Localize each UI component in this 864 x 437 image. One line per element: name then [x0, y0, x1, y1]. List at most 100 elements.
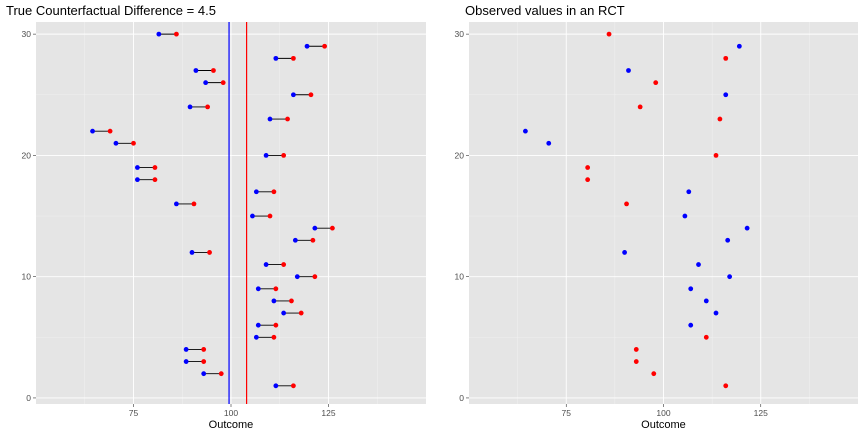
control-point — [253, 189, 259, 195]
treated-point — [633, 359, 639, 364]
control-point — [723, 92, 729, 98]
x-tick-label: 100 — [224, 408, 238, 418]
control-point — [267, 116, 273, 122]
control-point — [736, 43, 742, 49]
treated-point — [322, 43, 327, 49]
treated-point — [713, 152, 719, 158]
treated-point — [191, 201, 197, 207]
treated-point — [152, 165, 158, 170]
x-tick-label: 100 — [656, 408, 670, 418]
control-point — [682, 213, 688, 219]
treated-point — [291, 383, 296, 389]
treated-point — [267, 213, 273, 219]
treated-point — [585, 177, 591, 183]
control-point — [294, 274, 300, 280]
control-point — [725, 237, 731, 243]
treated-point — [310, 237, 316, 243]
control-point — [187, 104, 193, 110]
control-point — [273, 55, 279, 61]
treated-point — [703, 334, 709, 340]
treated-point — [723, 383, 729, 389]
treated-point — [585, 165, 591, 170]
treated-point — [201, 359, 207, 364]
treated-point — [207, 250, 212, 255]
control-point — [273, 383, 279, 389]
x-axis-title: Outcome — [209, 419, 254, 431]
treated-point — [308, 92, 314, 98]
treated-point — [330, 225, 335, 231]
treated-point — [653, 80, 659, 86]
x-tick-label: 125 — [754, 408, 768, 418]
x-tick-label: 75 — [129, 408, 139, 418]
y-tick-label: 0 — [459, 393, 464, 403]
treated-point — [298, 310, 304, 316]
treated-point — [312, 274, 318, 280]
control-point — [253, 334, 259, 340]
control-point — [174, 201, 179, 207]
y-tick-label: 20 — [22, 150, 32, 160]
control-point — [744, 225, 750, 231]
control-point — [183, 347, 189, 352]
control-point — [263, 152, 269, 158]
treated-point — [651, 371, 657, 377]
chart-title: True Counterfactual Difference = 4.5 — [6, 3, 216, 18]
x-tick-label: 125 — [321, 408, 335, 418]
treated-point — [271, 189, 277, 195]
treated-point — [281, 152, 287, 158]
treated-point — [201, 347, 207, 352]
treated-point — [291, 55, 296, 61]
treated-point — [624, 201, 629, 207]
treated-point — [637, 104, 643, 110]
treated-point — [271, 334, 277, 340]
control-point — [250, 213, 255, 219]
control-point — [291, 92, 296, 98]
control-point — [713, 310, 719, 316]
control-point — [183, 359, 189, 364]
treated-point — [281, 262, 287, 267]
control-point — [255, 286, 261, 292]
control-point — [203, 80, 209, 86]
y-tick-label: 30 — [22, 29, 32, 39]
control-point — [688, 286, 694, 292]
treated-point — [205, 104, 211, 110]
control-point — [292, 237, 298, 243]
treated-point — [273, 286, 279, 292]
chart-title: Observed values in an RCT — [465, 3, 625, 18]
treated-point — [633, 347, 639, 352]
control-point — [312, 225, 318, 231]
control-point — [135, 177, 140, 183]
treated-point — [289, 298, 294, 304]
panel-2: Observed values in an RCT 75 100 125 0 10 20 30… — [455, 3, 858, 431]
treated-point — [606, 31, 612, 37]
control-point — [156, 31, 162, 37]
treated-point — [131, 140, 136, 146]
y-tick-label: 20 — [455, 150, 465, 160]
control-point — [113, 140, 119, 146]
treated-point — [717, 116, 723, 122]
control-point — [727, 274, 733, 280]
y-tick-label: 10 — [455, 272, 465, 282]
treated-point — [723, 55, 729, 61]
control-point — [626, 68, 631, 73]
y-tick-label: 30 — [455, 29, 465, 39]
treated-point — [218, 371, 224, 377]
control-point — [304, 43, 310, 49]
control-point — [696, 262, 701, 267]
control-point — [281, 310, 287, 316]
control-point — [201, 371, 207, 377]
control-point — [255, 322, 261, 328]
control-point — [189, 250, 195, 255]
treated-point — [220, 80, 226, 86]
treated-point — [152, 177, 158, 183]
panel-1: True Counterfactual Difference = 4.5 75 10… — [6, 3, 426, 431]
control-point — [703, 298, 709, 304]
control-point — [523, 128, 528, 134]
control-point — [263, 262, 269, 267]
control-point — [90, 128, 95, 134]
x-tick-label: 75 — [562, 408, 572, 418]
control-point — [193, 68, 199, 73]
y-tick-label: 0 — [26, 393, 31, 403]
treated-point — [285, 116, 290, 122]
treated-point — [174, 31, 179, 37]
